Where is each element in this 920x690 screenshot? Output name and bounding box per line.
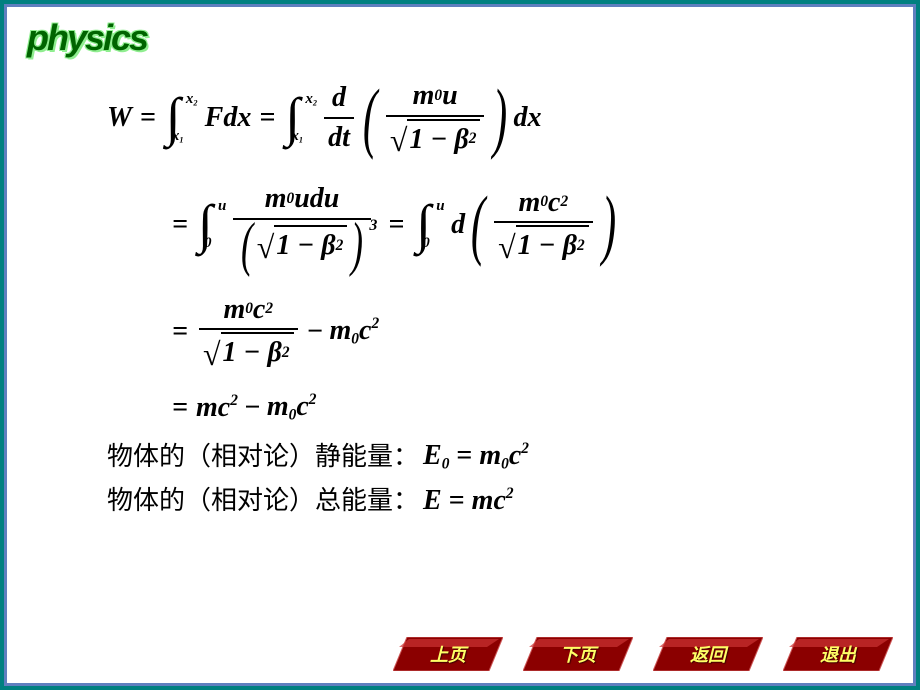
rest-energy-line: 物体的（相对论）静能量： E0 = m0c2 bbox=[107, 439, 827, 474]
equation-line-2: = ∫ 0 u m0udu ( √1 − β2 ) 3 = bbox=[172, 180, 827, 269]
slide-page: physics W = ∫ x1 x2 Fdx = ∫ x1 x2 d dt bbox=[4, 4, 916, 686]
prev-button[interactable]: 上页 bbox=[393, 637, 503, 671]
physics-logo: physics bbox=[27, 17, 147, 59]
back-button[interactable]: 返回 bbox=[653, 637, 763, 671]
prev-label: 上页 bbox=[430, 641, 466, 667]
equals-sign: = bbox=[172, 315, 188, 349]
equation-line-1: W = ∫ x1 x2 Fdx = ∫ x1 x2 d dt ( bbox=[107, 77, 827, 158]
dx: dx bbox=[513, 101, 541, 135]
next-button[interactable]: 下页 bbox=[523, 637, 633, 671]
integral-2: ∫ x1 x2 bbox=[285, 96, 300, 139]
fraction-3: m0c2 √1 − β2 bbox=[199, 291, 298, 372]
equation-block: W = ∫ x1 x2 Fdx = ∫ x1 x2 d dt ( bbox=[107, 77, 827, 518]
nav-bar: 上页 下页 返回 退出 bbox=[393, 637, 893, 671]
equals-sign: = bbox=[388, 208, 404, 242]
total-energy-line: 物体的（相对论）总能量： E = mc2 bbox=[107, 484, 827, 518]
energy-paren: ( m0c2 √1 − β2 ) bbox=[465, 184, 622, 265]
var-W: W bbox=[107, 101, 132, 135]
minus-sign: − bbox=[244, 391, 261, 425]
exit-button[interactable]: 退出 bbox=[783, 637, 893, 671]
d-dt-fraction: d dt bbox=[324, 79, 354, 156]
equals-sign: = bbox=[172, 391, 188, 425]
rest-energy-equation: E0 = m0c2 bbox=[423, 439, 529, 474]
differential-d: d bbox=[451, 208, 465, 242]
equation-line-4: = mc2 − m0c2 bbox=[172, 390, 827, 425]
equals-sign: = bbox=[172, 208, 188, 242]
next-label: 下页 bbox=[560, 641, 596, 667]
term-m0c2-b: m0c2 bbox=[267, 390, 317, 425]
exit-label: 退出 bbox=[820, 641, 856, 667]
integral-3: ∫ 0 u bbox=[198, 203, 213, 246]
integrand-1: Fdx bbox=[205, 101, 252, 135]
rest-energy-label: 物体的（相对论）静能量： bbox=[107, 441, 419, 472]
fraction-2a: m0udu ( √1 − β2 ) 3 bbox=[233, 180, 372, 269]
integral-1: ∫ x1 x2 bbox=[166, 96, 181, 139]
total-energy-equation: E = mc2 bbox=[423, 484, 514, 518]
term-mc2: mc2 bbox=[196, 391, 238, 425]
equals-sign: = bbox=[259, 101, 275, 135]
total-energy-label: 物体的（相对论）总能量： bbox=[107, 485, 419, 516]
equation-line-3: = m0c2 √1 − β2 − m0c2 bbox=[172, 291, 827, 372]
momentum-paren: ( m0u √1 − β2 ) bbox=[357, 77, 514, 158]
integral-4: ∫ 0 u bbox=[416, 203, 431, 246]
equals-sign: = bbox=[140, 101, 156, 135]
minus-sign: − bbox=[307, 315, 324, 349]
term-m0c2: m0c2 bbox=[330, 314, 380, 349]
back-label: 返回 bbox=[690, 641, 726, 667]
